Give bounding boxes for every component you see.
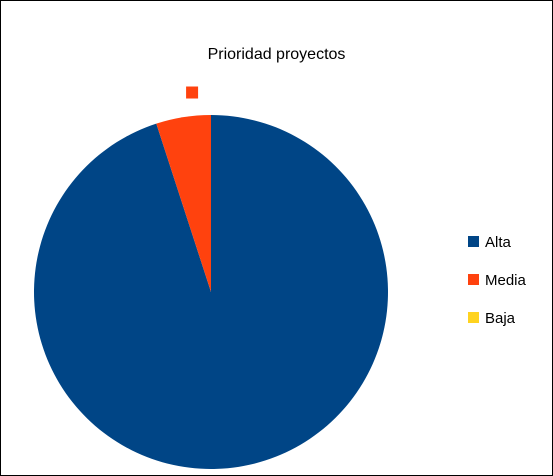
legend-swatch-media xyxy=(468,274,479,285)
legend-swatch-baja xyxy=(468,312,479,323)
legend-label-alta: Alta xyxy=(485,234,512,251)
slice-marker-media xyxy=(186,86,199,99)
legend-label-baja: Baja xyxy=(485,310,516,327)
pie-slice-media xyxy=(156,115,211,292)
pie-slice-alta xyxy=(33,115,388,470)
pie-slices xyxy=(33,115,388,470)
chart-title: Prioridad proyectos xyxy=(207,46,346,63)
legend-label-media: Media xyxy=(485,272,527,289)
slice-label-markers xyxy=(186,86,199,99)
legend: Alta Media Baja xyxy=(468,234,527,327)
legend-swatch-alta xyxy=(468,236,479,247)
